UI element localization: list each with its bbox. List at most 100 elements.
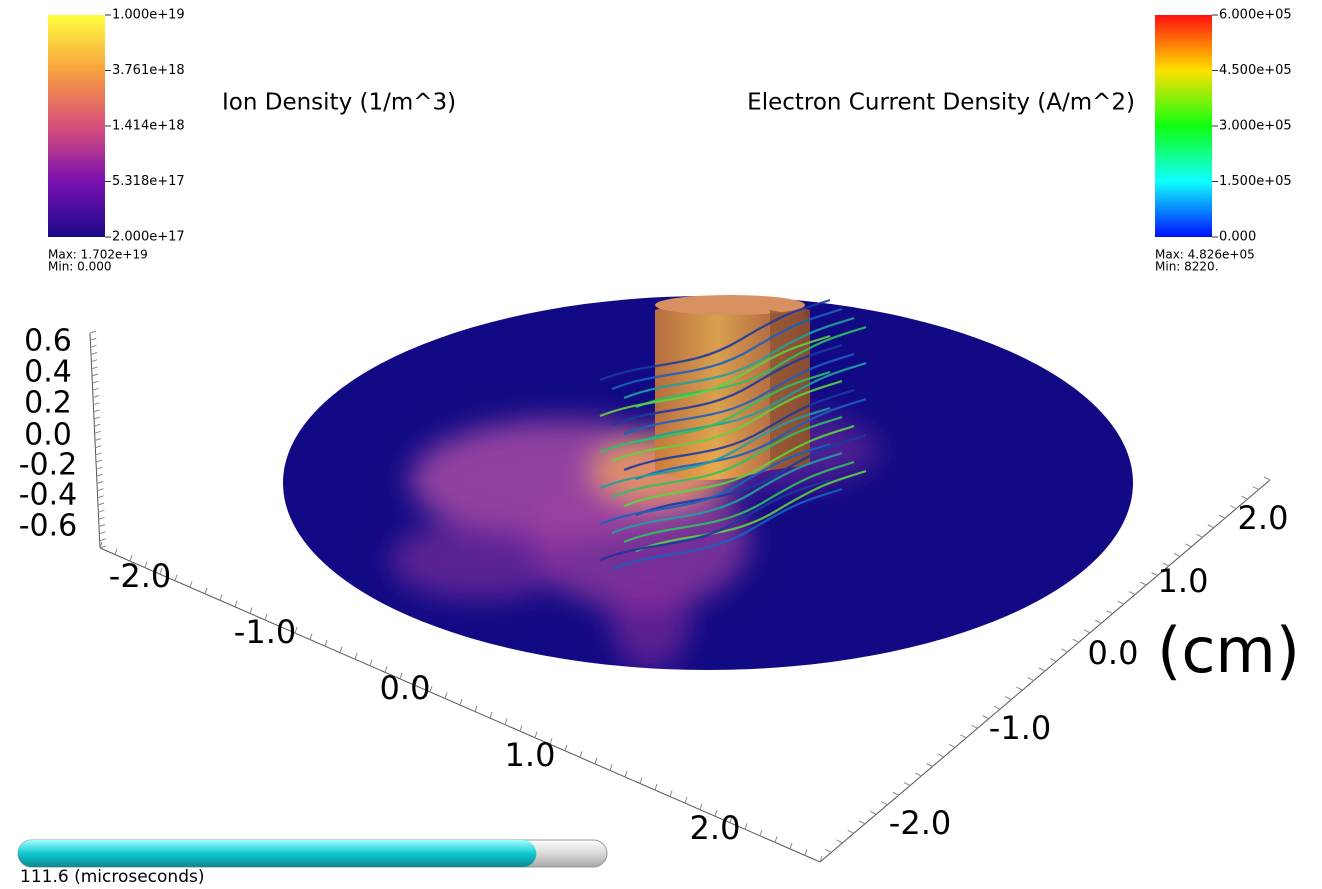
minor-tick bbox=[97, 489, 103, 491]
legend-min: Min: 0.000 bbox=[48, 260, 112, 274]
legend-title: Ion Density (1/m^3) bbox=[222, 90, 456, 116]
minor-tick bbox=[96, 453, 102, 455]
minor-tick bbox=[1050, 658, 1056, 661]
minor-tick bbox=[97, 482, 103, 484]
minor-tick bbox=[520, 725, 522, 731]
minor-tick bbox=[490, 712, 492, 718]
minor-tick bbox=[1208, 525, 1214, 528]
minor-tick bbox=[1174, 553, 1180, 556]
z-tick-label: 0.4 bbox=[24, 355, 72, 390]
colorbar bbox=[1155, 15, 1212, 237]
minor-tick bbox=[95, 439, 101, 441]
minor-tick bbox=[1118, 601, 1124, 604]
z-tick-label: -0.4 bbox=[19, 478, 78, 513]
minor-tick bbox=[340, 647, 342, 653]
minor-tick bbox=[870, 811, 876, 814]
minor-tick bbox=[1197, 534, 1203, 537]
minor-tick bbox=[93, 396, 99, 398]
minor-tick bbox=[205, 588, 207, 594]
colorbar bbox=[48, 15, 105, 237]
minor-tick bbox=[91, 345, 97, 347]
legend-title: Electron Current Density (A/m^2) bbox=[747, 90, 1135, 116]
minor-tick bbox=[220, 594, 222, 600]
minor-tick bbox=[904, 783, 910, 786]
minor-tick bbox=[325, 640, 327, 646]
minor-tick bbox=[91, 353, 97, 355]
minor-tick bbox=[99, 532, 105, 534]
minor-tick bbox=[805, 849, 807, 855]
x-tick-label: -2.0 bbox=[109, 557, 171, 595]
minor-tick bbox=[837, 840, 843, 843]
minor-tick bbox=[90, 331, 96, 333]
minor-tick bbox=[1005, 697, 1011, 700]
colorbar-tick-label: 5.318e+17 bbox=[112, 174, 185, 189]
minor-tick bbox=[94, 410, 100, 412]
minor-tick bbox=[685, 797, 687, 803]
minor-tick bbox=[610, 764, 612, 770]
minor-tick bbox=[235, 601, 237, 607]
minor-tick bbox=[595, 758, 597, 764]
minor-tick bbox=[92, 374, 98, 376]
colorbar-tick-label: 1.000e+19 bbox=[112, 8, 185, 23]
colorbar-tick-label: 0.000 bbox=[1219, 230, 1256, 245]
minor-tick bbox=[460, 699, 462, 705]
minor-tick bbox=[640, 778, 642, 784]
colorbar-tick-label: 4.500e+05 bbox=[1219, 63, 1292, 78]
minor-tick bbox=[94, 424, 100, 426]
y-tick-label: -1.0 bbox=[989, 709, 1051, 747]
minor-tick bbox=[938, 754, 944, 757]
minor-tick bbox=[98, 496, 104, 498]
minor-tick bbox=[355, 653, 357, 659]
x-tick-label: -1.0 bbox=[234, 613, 296, 651]
minor-tick bbox=[475, 706, 477, 712]
y-tick-label: 0.0 bbox=[1088, 634, 1139, 672]
time-progress bbox=[18, 840, 536, 867]
minor-tick bbox=[92, 367, 98, 369]
minor-tick bbox=[100, 539, 106, 541]
minor-tick bbox=[949, 744, 955, 747]
minor-tick bbox=[960, 735, 966, 738]
minor-tick bbox=[97, 474, 103, 476]
visualization: Ion Density (1/m^3) Electron Current Den… bbox=[0, 0, 1322, 889]
minor-tick bbox=[310, 634, 312, 640]
minor-tick bbox=[1107, 611, 1113, 614]
minor-tick bbox=[175, 575, 177, 581]
y-tick-label: 1.0 bbox=[1158, 562, 1209, 600]
minor-tick bbox=[1219, 515, 1225, 518]
minor-tick bbox=[98, 503, 104, 505]
minor-tick bbox=[1084, 630, 1090, 633]
y-tick-label: -2.0 bbox=[889, 804, 951, 842]
minor-tick bbox=[94, 417, 100, 419]
minor-tick bbox=[1095, 620, 1101, 623]
colorbar-tick-label: 3.000e+05 bbox=[1219, 119, 1292, 134]
colorbar-tick-label: 2.000e+17 bbox=[112, 230, 185, 245]
minor-tick bbox=[93, 403, 99, 405]
minor-tick bbox=[625, 771, 627, 777]
minor-tick bbox=[1039, 668, 1045, 671]
minor-tick bbox=[98, 510, 104, 512]
minor-tick bbox=[445, 692, 447, 698]
minor-tick bbox=[882, 802, 888, 805]
minor-tick bbox=[505, 719, 507, 725]
colorbar-tick-label: 1.414e+18 bbox=[112, 119, 185, 134]
minor-tick bbox=[670, 791, 672, 797]
z-tick-label: 0.6 bbox=[24, 324, 72, 359]
minor-tick bbox=[96, 460, 102, 462]
minor-tick bbox=[1017, 687, 1023, 690]
minor-tick bbox=[972, 725, 978, 728]
minor-tick bbox=[927, 764, 933, 767]
minor-tick bbox=[1062, 649, 1068, 652]
minor-tick bbox=[1129, 592, 1135, 595]
legend-min: Min: 8220. bbox=[1155, 260, 1219, 274]
minor-tick bbox=[565, 745, 567, 751]
colorbar-tick-label: 6.000e+05 bbox=[1219, 8, 1292, 23]
minor-tick bbox=[1264, 477, 1270, 480]
x-tick-label: 1.0 bbox=[505, 736, 556, 774]
minor-tick bbox=[1230, 506, 1236, 509]
minor-tick bbox=[99, 525, 105, 527]
minor-tick bbox=[745, 823, 747, 829]
minor-tick bbox=[655, 784, 657, 790]
minor-tick bbox=[1073, 639, 1079, 642]
y-tick-label: 2.0 bbox=[1238, 499, 1289, 537]
minor-tick bbox=[790, 843, 792, 849]
